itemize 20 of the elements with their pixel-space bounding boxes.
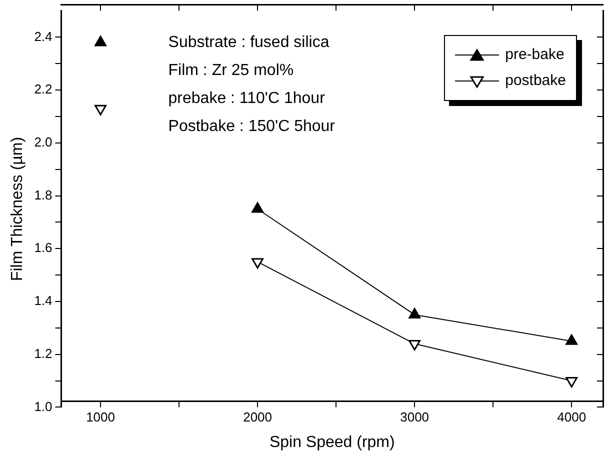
- y-axis-title: Film Thickness (µm): [9, 136, 26, 282]
- y-tick-label: 2.4: [34, 28, 52, 44]
- y-tick-label: 1.4: [34, 293, 52, 308]
- annotation: prebake : 110'C 1hour: [168, 90, 326, 108]
- x-tick-label: 4000: [557, 410, 586, 425]
- legend-label: postbake: [505, 70, 566, 91]
- legend-label: pre-bake: [505, 44, 564, 65]
- annotation: Substrate : fused silica: [168, 34, 330, 52]
- y-tick-label: 1.8: [34, 187, 52, 202]
- y-tick-label: 1.6: [34, 240, 52, 256]
- annotation: Postbake : 150'C 5hour: [168, 118, 336, 136]
- y-tick-label: 1.2: [34, 346, 52, 361]
- text: 2.0: [34, 134, 52, 150]
- text: 1.0: [34, 398, 52, 414]
- y-tick-label: 2.2: [34, 82, 52, 97]
- x-tick-label: 1000: [86, 410, 115, 425]
- x-axis-title: Spin Speed (rpm): [269, 434, 395, 451]
- annotation: Film : Zr 25 mol%: [168, 62, 294, 80]
- x-tick-label: 3000: [400, 410, 430, 425]
- x-tick-label: 2000: [243, 410, 272, 425]
